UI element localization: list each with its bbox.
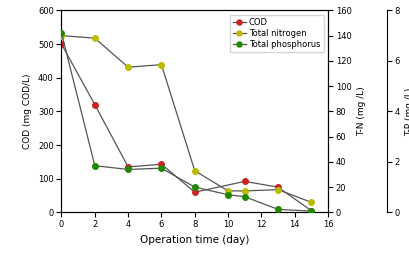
Total nitrogen bbox=[159, 63, 164, 66]
Total phosphorus bbox=[126, 168, 130, 171]
Total nitrogen bbox=[275, 188, 280, 191]
Total phosphorus bbox=[225, 193, 230, 196]
Total nitrogen bbox=[59, 34, 64, 37]
Line: COD: COD bbox=[58, 41, 313, 213]
COD bbox=[59, 42, 64, 46]
Y-axis label: COD (mg COD/L): COD (mg COD/L) bbox=[23, 74, 32, 149]
Total nitrogen bbox=[92, 37, 97, 40]
COD bbox=[275, 185, 280, 189]
Total nitrogen bbox=[225, 189, 230, 192]
COD bbox=[126, 166, 130, 169]
Line: Total phosphorus: Total phosphorus bbox=[58, 30, 313, 214]
COD bbox=[192, 191, 197, 194]
Total phosphorus bbox=[59, 32, 64, 35]
Total phosphorus bbox=[275, 208, 280, 211]
Total phosphorus bbox=[192, 185, 197, 189]
Total nitrogen bbox=[126, 66, 130, 69]
Total phosphorus bbox=[308, 210, 313, 213]
Total nitrogen bbox=[192, 169, 197, 172]
Legend: COD, Total nitrogen, Total phosphorus: COD, Total nitrogen, Total phosphorus bbox=[229, 15, 323, 52]
COD bbox=[92, 103, 97, 106]
Y-axis label: T-N (mg /L): T-N (mg /L) bbox=[356, 87, 365, 136]
COD bbox=[242, 180, 247, 183]
Y-axis label: T-P (mg /L): T-P (mg /L) bbox=[404, 87, 409, 135]
Total phosphorus bbox=[92, 164, 97, 167]
Total phosphorus bbox=[159, 167, 164, 170]
X-axis label: Operation time (day): Operation time (day) bbox=[140, 235, 249, 244]
Line: Total nitrogen: Total nitrogen bbox=[58, 33, 313, 205]
COD bbox=[308, 209, 313, 212]
COD bbox=[159, 163, 164, 166]
Total nitrogen bbox=[242, 189, 247, 192]
Total phosphorus bbox=[242, 195, 247, 198]
Total nitrogen bbox=[308, 201, 313, 204]
